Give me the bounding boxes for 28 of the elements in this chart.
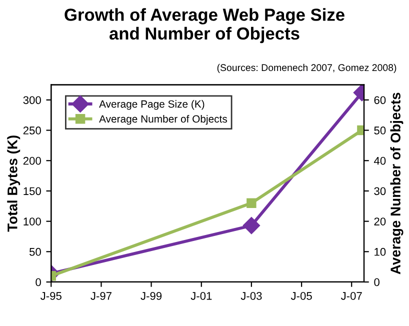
y-tick-label: 100 — [24, 218, 41, 226]
y2-tick-label: 60 — [374, 96, 386, 104]
x-tick-label: J-01 — [190, 292, 212, 300]
legend-label: Average Number of Objects — [99, 114, 228, 125]
y2-tick-label: 0 — [374, 278, 380, 286]
y-tick-label: 250 — [23, 126, 41, 134]
y-tick-label: 300 — [23, 96, 41, 104]
x-tick-label: J-07 — [340, 292, 362, 300]
x-tick-label: J-95 — [40, 292, 62, 300]
x-tick-label: J-97 — [90, 292, 112, 300]
y-tick-label: 150 — [24, 187, 41, 196]
y2-tick-label: 30 — [374, 187, 386, 196]
y-axis-title: Total Bytes (K) — [7, 136, 20, 232]
legend-label: Average Page Size (K) — [99, 100, 204, 110]
y-tick-label: 50 — [29, 248, 41, 256]
point — [357, 125, 364, 136]
y-tick-label: 0 — [36, 278, 41, 286]
y2-tick-label: 50 — [374, 126, 386, 134]
x-tick-label: J-03 — [240, 292, 262, 300]
y2-tick-label: 40 — [374, 156, 386, 165]
y2-axis-title: Average Number of Objects — [390, 92, 404, 274]
chart-subtitle: (Sources: Domenech 2007, Gomez 2008) — [217, 64, 396, 73]
x-tick-label: J-05 — [290, 292, 312, 300]
y-tick-label: 200 — [23, 156, 41, 165]
y2-tick-label: 10 — [374, 248, 386, 256]
chart-title: Growth of Average Web Page Size and Number of Objects — [64, 8, 344, 44]
x-tick-label: J-99 — [140, 292, 162, 300]
y2-tick-label: 20 — [374, 218, 386, 226]
